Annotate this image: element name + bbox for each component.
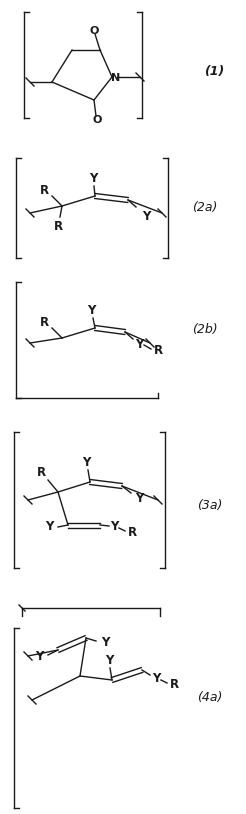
Text: Y: Y xyxy=(135,338,143,351)
Text: Y: Y xyxy=(45,520,53,533)
Text: R: R xyxy=(39,183,48,196)
Text: (2b): (2b) xyxy=(192,323,218,336)
Text: Y: Y xyxy=(101,636,109,649)
Text: Y: Y xyxy=(135,492,143,505)
Text: (3a): (3a) xyxy=(197,498,223,511)
Text: N: N xyxy=(111,73,121,83)
Text: Y: Y xyxy=(35,650,43,663)
Text: R: R xyxy=(53,220,62,233)
Text: R: R xyxy=(127,526,137,539)
Text: R: R xyxy=(39,316,48,329)
Text: Y: Y xyxy=(89,172,97,185)
Text: (2a): (2a) xyxy=(192,202,218,215)
Text: Y: Y xyxy=(152,672,160,685)
Text: R: R xyxy=(169,679,179,692)
Text: O: O xyxy=(92,115,102,125)
Text: Y: Y xyxy=(82,457,90,470)
Text: Y: Y xyxy=(105,654,113,667)
Text: Y: Y xyxy=(87,304,95,317)
Text: (1): (1) xyxy=(204,65,224,78)
Text: O: O xyxy=(89,26,99,36)
Text: (4a): (4a) xyxy=(197,692,223,704)
Text: Y: Y xyxy=(142,209,150,222)
Text: R: R xyxy=(154,344,163,357)
Text: R: R xyxy=(36,466,46,479)
Text: Y: Y xyxy=(110,520,118,533)
